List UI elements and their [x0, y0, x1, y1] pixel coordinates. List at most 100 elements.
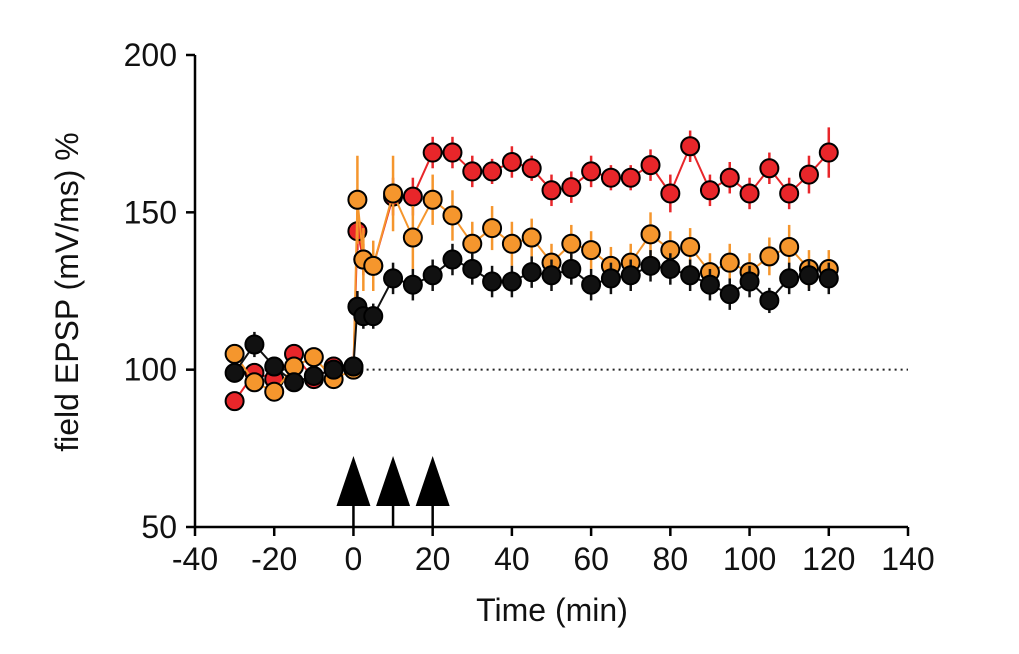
x-tick-label: 80: [653, 541, 689, 577]
data-point: [482, 161, 503, 182]
data-point: [383, 183, 404, 204]
x-tick-label: 40: [494, 541, 530, 577]
data-point: [284, 372, 305, 393]
data-point: [244, 372, 265, 393]
y-tick-label: 100: [124, 352, 177, 388]
data-point: [521, 262, 542, 283]
data-point: [224, 391, 245, 412]
x-tick-label: 60: [573, 541, 609, 577]
data-point: [442, 142, 463, 163]
data-point: [442, 249, 463, 270]
data-point: [422, 142, 443, 163]
data-point: [363, 306, 384, 327]
data-point: [719, 167, 740, 188]
x-tick-label: -40: [172, 541, 218, 577]
data-point: [779, 236, 800, 257]
x-tick-label: 140: [881, 541, 934, 577]
y-tick-label: 50: [141, 509, 177, 545]
data-point: [501, 233, 522, 254]
data-point: [640, 255, 661, 276]
data-point: [739, 271, 760, 292]
data-point: [699, 274, 720, 295]
data-point: [541, 180, 562, 201]
data-point: [363, 255, 384, 276]
data-point: [620, 265, 641, 286]
data-point: [798, 265, 819, 286]
data-point: [482, 271, 503, 292]
data-point: [759, 158, 780, 179]
stimulation-marker-arrow: [376, 456, 411, 506]
data-point: [541, 265, 562, 286]
data-point: [779, 268, 800, 289]
data-point: [224, 362, 245, 383]
stimulation-marker-arrow: [415, 456, 450, 506]
data-point: [660, 183, 681, 204]
data-point: [521, 158, 542, 179]
data-point: [719, 252, 740, 273]
data-point: [660, 258, 681, 279]
data-point: [442, 205, 463, 226]
data-point: [759, 246, 780, 267]
y-tick-label: 200: [124, 37, 177, 73]
data-point: [264, 356, 285, 377]
data-point: [303, 347, 324, 368]
data-point: [501, 151, 522, 172]
data-point: [402, 186, 423, 207]
data-point: [422, 189, 443, 210]
x-tick-label: 20: [415, 541, 451, 577]
x-tick-label: 120: [802, 541, 855, 577]
data-point: [798, 164, 819, 185]
data-point: [462, 161, 483, 182]
x-tick-label: 100: [723, 541, 776, 577]
data-point: [680, 265, 701, 286]
series-2: [224, 155, 839, 402]
data-point: [244, 334, 265, 355]
series-layer: [224, 127, 839, 412]
data-point: [640, 155, 661, 176]
data-point: [818, 142, 839, 163]
data-point: [600, 268, 621, 289]
data-point: [739, 183, 760, 204]
axes-layer: -40 -20 0 20 40 60 80 100 120 140 50 100 150 200: [124, 37, 935, 577]
data-point: [402, 227, 423, 248]
data-point: [581, 161, 602, 182]
data-point: [402, 274, 423, 295]
data-point: [462, 233, 483, 254]
data-point: [680, 236, 701, 257]
data-point: [699, 180, 720, 201]
data-point: [680, 136, 701, 157]
data-point: [383, 268, 404, 289]
data-point: [482, 218, 503, 239]
data-point: [343, 356, 364, 377]
data-point: [264, 381, 285, 402]
data-point: [600, 167, 621, 188]
stimulation-marker-arrow: [336, 456, 371, 506]
data-point: [779, 183, 800, 204]
data-point: [422, 265, 443, 286]
data-point: [581, 240, 602, 261]
data-point: [224, 343, 245, 364]
data-point: [620, 167, 641, 188]
y-tick-label: 150: [124, 194, 177, 230]
data-point: [501, 271, 522, 292]
data-point: [561, 233, 582, 254]
data-point: [719, 284, 740, 305]
data-point: [323, 359, 344, 380]
data-point: [561, 258, 582, 279]
data-point: [640, 224, 661, 245]
data-point: [347, 189, 368, 210]
x-tick-label: -20: [251, 541, 297, 577]
data-point: [521, 227, 542, 248]
stimulation-marker-layer: [336, 456, 450, 527]
data-point: [303, 365, 324, 386]
y-axis-title: field EPSP (mV/ms) %: [49, 132, 85, 451]
data-point: [462, 258, 483, 279]
x-axis-title: Time (min): [476, 592, 628, 628]
data-point: [818, 268, 839, 289]
data-point: [581, 274, 602, 295]
x-tick-label: 0: [345, 541, 363, 577]
data-point: [561, 177, 582, 198]
series-3: [224, 243, 839, 393]
